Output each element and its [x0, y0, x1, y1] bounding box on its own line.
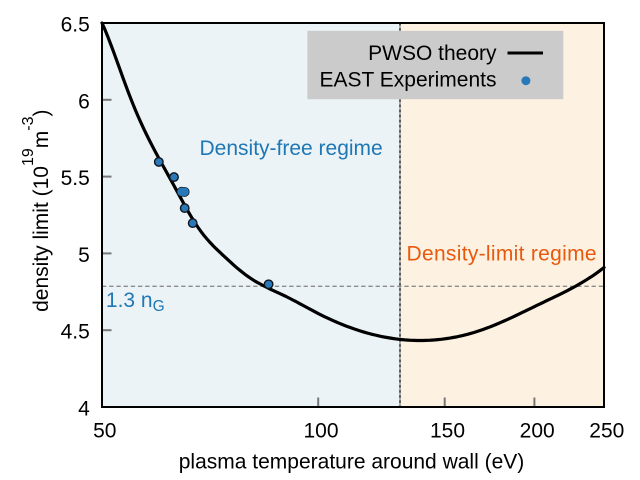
svg-text:4: 4 — [78, 398, 90, 421]
svg-text:50: 50 — [93, 419, 116, 442]
svg-text:Density-free regime: Density-free regime — [200, 137, 383, 160]
svg-text:150: 150 — [430, 419, 465, 442]
svg-text:4.5: 4.5 — [61, 321, 90, 344]
svg-text:6: 6 — [78, 90, 90, 113]
svg-text:PWSO theory: PWSO theory — [368, 42, 497, 65]
svg-text:100: 100 — [303, 419, 338, 442]
svg-text:plasma temperature around wall: plasma temperature around wall (eV) — [179, 450, 525, 473]
svg-text:EAST Experiments: EAST Experiments — [319, 69, 496, 92]
svg-text:Density-limit regime: Density-limit regime — [407, 243, 597, 266]
svg-text:200: 200 — [520, 419, 555, 442]
svg-text:5.5: 5.5 — [61, 167, 90, 190]
svg-text:6.5: 6.5 — [61, 14, 90, 37]
svg-text:5: 5 — [78, 244, 90, 267]
svg-text:250: 250 — [589, 419, 624, 442]
